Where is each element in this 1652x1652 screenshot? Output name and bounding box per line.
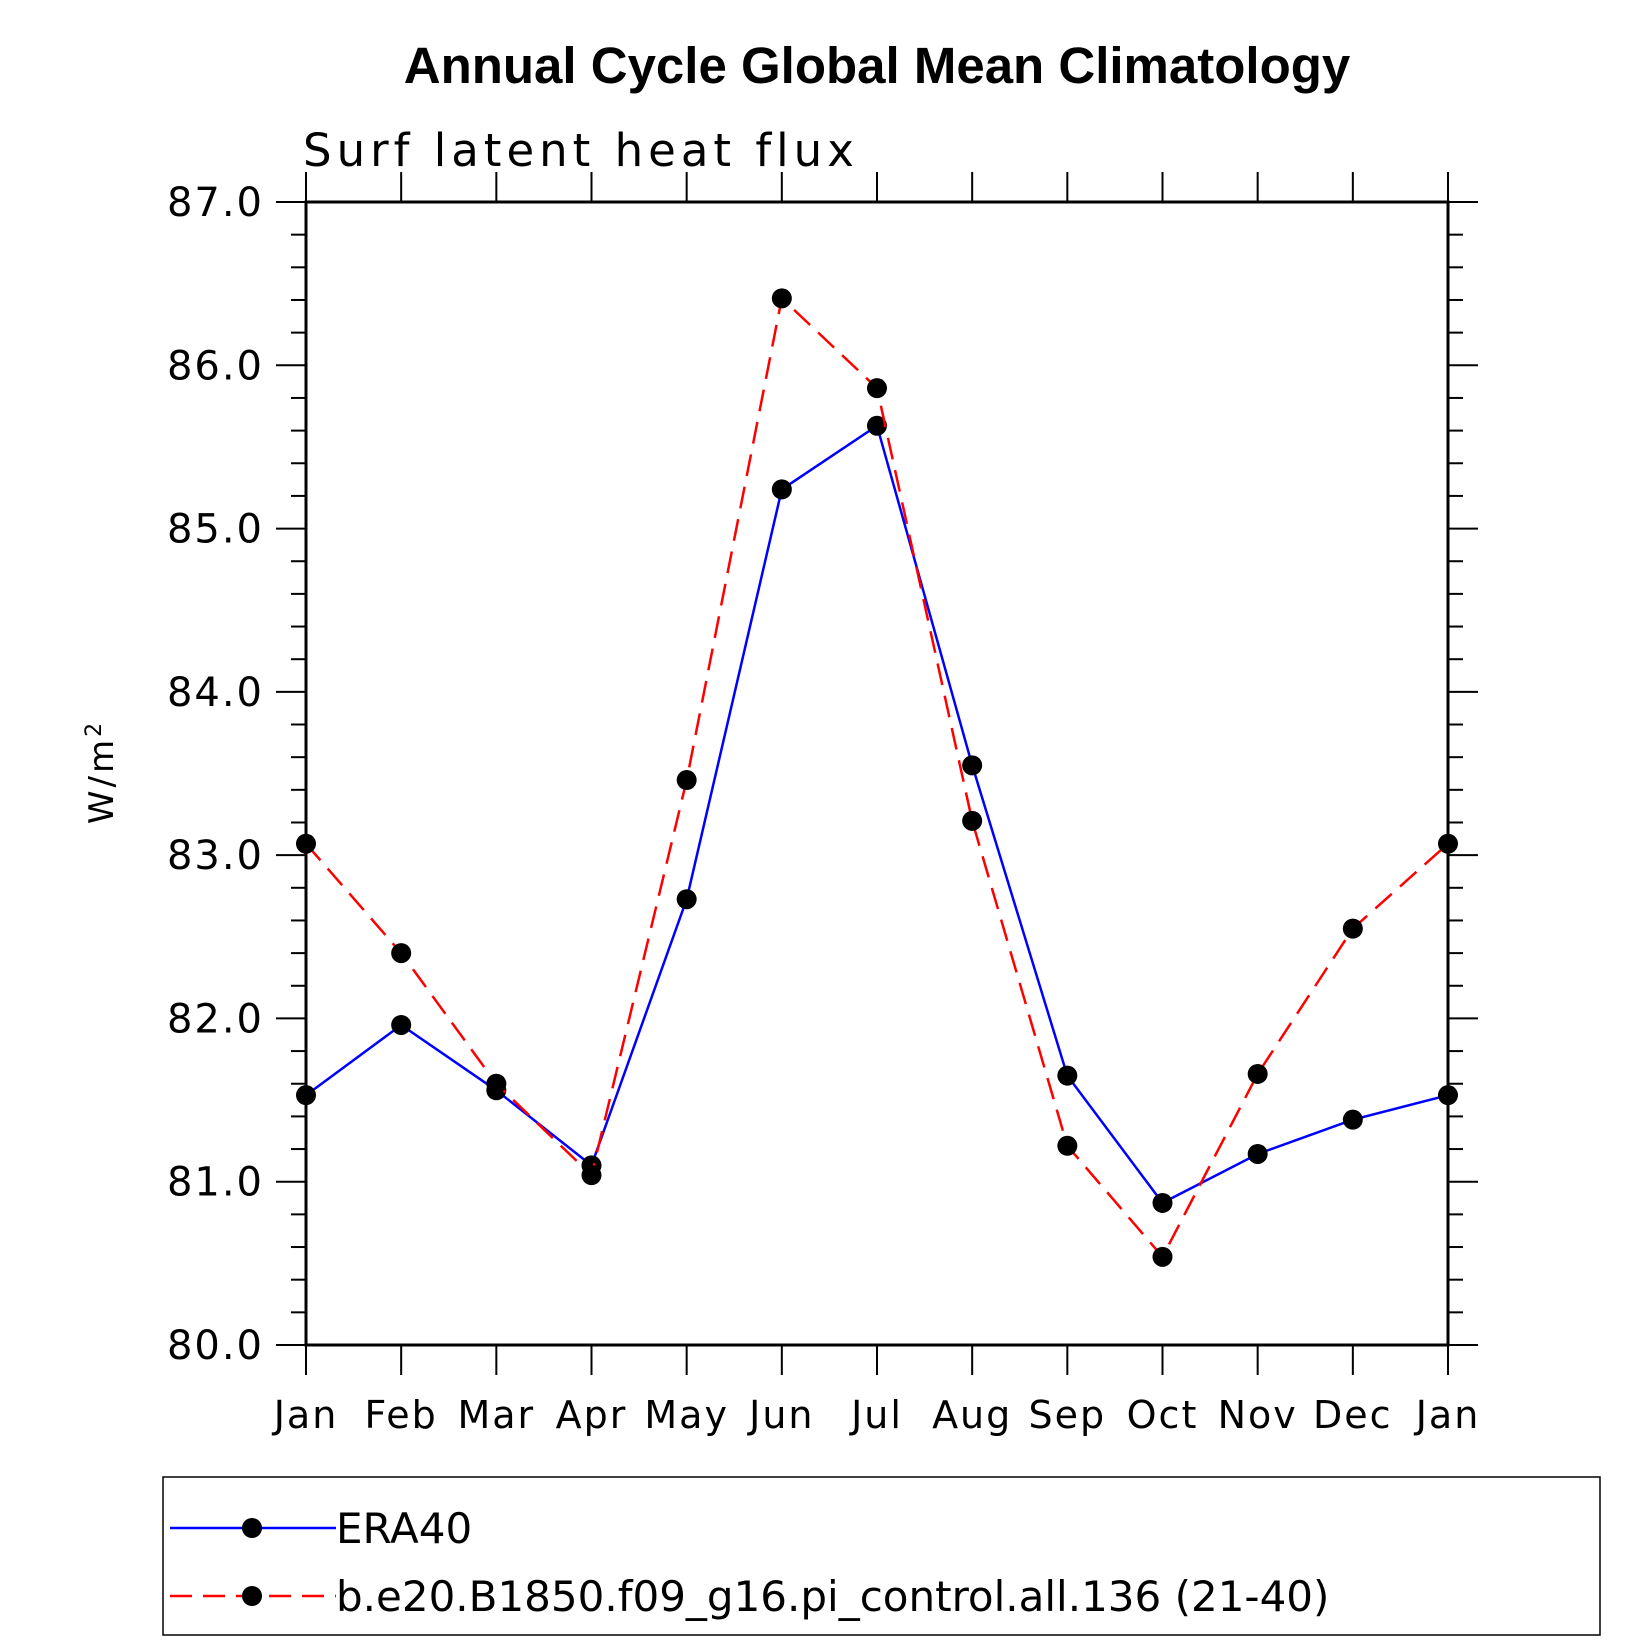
y-tick-label: 81.0 [167, 1160, 264, 1206]
plot-frame [304, 200, 1450, 1347]
data-point [867, 378, 887, 399]
y-axis-label-exponent: 2 [82, 720, 107, 737]
y-tick-label: 87.0 [167, 180, 264, 226]
series-line [305, 423, 1449, 1205]
legend: ERA40 b.e20.B1850.f09_g16.pi_control.all… [162, 1476, 1601, 1636]
data-point [391, 943, 412, 964]
series-layer [296, 288, 1458, 1267]
x-tick-label: Aug [932, 1393, 1012, 1437]
data-point [296, 1085, 316, 1106]
data-point [1247, 1063, 1268, 1084]
data-point [1057, 1135, 1078, 1156]
x-tick-label: Feb [365, 1393, 438, 1437]
chart-title: Annual Cycle Global Mean Climatology [404, 37, 1351, 94]
series-line [305, 295, 1449, 1260]
data-point [771, 288, 792, 309]
data-point [1438, 1085, 1458, 1106]
data-point [1152, 1192, 1173, 1213]
y-axis-label: W/m2 [82, 720, 122, 824]
x-tick-label: Jan [272, 1393, 339, 1437]
data-point [1438, 833, 1458, 854]
y-tick-label: 82.0 [167, 996, 264, 1042]
data-point [296, 833, 316, 854]
x-axis-labels: Jan Feb Mar Apr May Jun Jul Aug Sep Oct Nov Dec Jan [272, 1393, 1481, 1437]
data-point [676, 889, 697, 910]
y-axis-labels: 80.0 81.0 82.0 83.0 84.0 85.0 86.0 87.0 [167, 180, 264, 1369]
data-point [1342, 918, 1363, 939]
data-point [867, 415, 887, 436]
series-0 [296, 415, 1458, 1213]
data-point [676, 770, 697, 791]
y-tick-label: 86.0 [167, 343, 264, 389]
legend-label-era40: ERA40 [336, 1504, 472, 1553]
series-1 [296, 288, 1458, 1267]
x-tick-label: Jun [747, 1393, 814, 1437]
legend-marker-era40 [242, 1518, 262, 1538]
x-tick-label: Apr [556, 1393, 628, 1437]
data-point [962, 755, 983, 776]
x-tick-label: Sep [1029, 1393, 1107, 1437]
data-point [1342, 1109, 1363, 1130]
data-point [771, 479, 792, 500]
x-tick-label: Oct [1127, 1393, 1199, 1437]
x-tick-label: Dec [1313, 1393, 1393, 1437]
axis-ticks [276, 172, 1478, 1375]
x-tick-label: Jul [849, 1393, 903, 1437]
data-point [1057, 1065, 1078, 1086]
data-point [581, 1165, 602, 1186]
chart-subtitle: Surf latent heat flux [303, 124, 859, 177]
y-tick-label: 84.0 [167, 670, 264, 716]
x-tick-label: Jan [1414, 1393, 1481, 1437]
data-point [1152, 1246, 1173, 1267]
y-tick-label: 80.0 [167, 1323, 264, 1369]
x-tick-label: May [644, 1393, 729, 1437]
data-point [391, 1014, 412, 1035]
data-point [962, 810, 983, 831]
legend-box [162, 1476, 1601, 1636]
x-tick-label: Nov [1218, 1393, 1298, 1437]
legend-marker-model [242, 1586, 262, 1606]
legend-label-model: b.e20.B1850.f09_g16.pi_control.all.136 (… [336, 1572, 1329, 1621]
y-tick-label: 85.0 [167, 507, 264, 553]
x-tick-label: Mar [457, 1393, 535, 1437]
data-point [1247, 1143, 1268, 1164]
y-tick-label: 83.0 [167, 833, 264, 879]
plot-border [304, 200, 1450, 1347]
data-point [486, 1073, 507, 1094]
y-axis-label-unit: W/m [82, 737, 122, 824]
